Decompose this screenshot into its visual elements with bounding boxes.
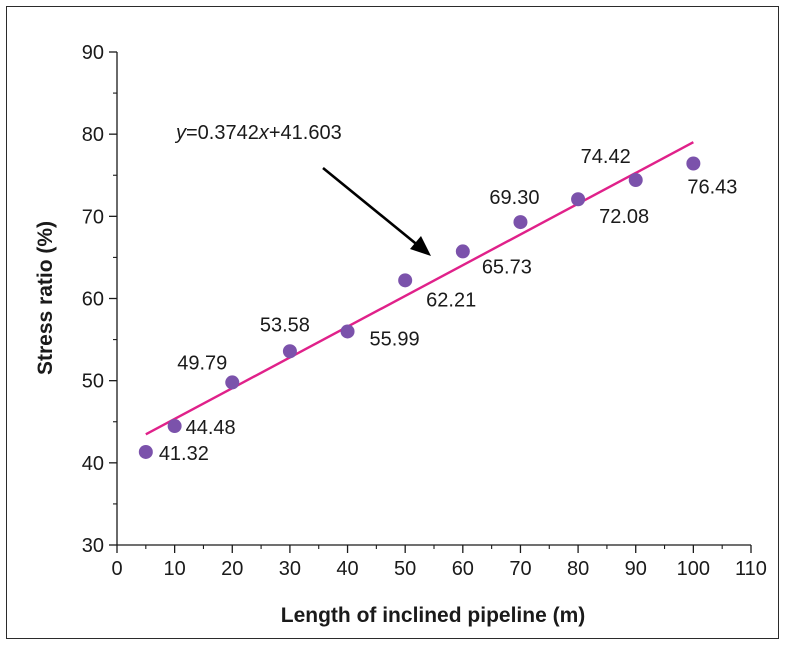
data-point — [686, 156, 701, 171]
data-label: 74.42 — [581, 146, 631, 168]
x-tick-label: 50 — [394, 558, 416, 580]
equation-slope-part: =0.3742 — [186, 122, 259, 144]
equation-y-var: y — [174, 122, 187, 144]
x-tick-label: 90 — [625, 558, 647, 580]
data-labels-group: 41.32 44.48 49.79 53.58 55.99 62.21 65.73 69.30… — [159, 146, 738, 465]
y-tick-label: 80 — [82, 124, 104, 146]
y-tick-label: 30 — [82, 535, 104, 557]
y-tick-label: 60 — [82, 289, 104, 311]
chart-frame — [6, 6, 779, 639]
data-label: 76.43 — [687, 177, 737, 199]
data-label: 55.99 — [370, 328, 420, 350]
x-axis-title: Length of inclined pipeline (m) — [281, 604, 586, 627]
x-tick-label: 110 — [735, 558, 767, 580]
data-label: 44.48 — [186, 417, 236, 439]
data-point — [340, 324, 355, 339]
x-tick-label: 10 — [164, 558, 186, 580]
fit-equation: y=0.3742x+41.603 — [174, 122, 342, 144]
y-tick-label: 50 — [82, 371, 104, 393]
x-tick-label: 70 — [509, 558, 531, 580]
annotation-arrow-shaft — [322, 166, 421, 249]
data-label: 72.08 — [599, 206, 649, 228]
data-label: 69.30 — [489, 187, 539, 209]
data-point — [455, 244, 470, 259]
data-point — [225, 375, 240, 390]
equation-intercept-part: +41.603 — [269, 122, 342, 144]
data-label: 41.32 — [159, 443, 209, 465]
data-label: 62.21 — [426, 289, 476, 311]
data-label: 49.79 — [177, 352, 227, 374]
data-point — [571, 192, 586, 207]
x-tick-label: 0 — [111, 558, 122, 580]
fit-line-group — [145, 141, 694, 436]
data-point — [282, 344, 297, 359]
data-point — [398, 273, 413, 288]
x-tick-label: 80 — [567, 558, 589, 580]
x-tick-label: 40 — [336, 558, 358, 580]
data-label: 53.58 — [260, 314, 310, 336]
annotation-arrow-head — [410, 236, 431, 256]
data-point — [138, 444, 153, 459]
data-label: 65.73 — [482, 256, 532, 278]
points-group — [138, 156, 701, 459]
y-tick-label: 70 — [82, 206, 104, 228]
y-tick-label: 90 — [82, 42, 104, 64]
y-tick-label: 40 — [82, 453, 104, 475]
x-tick-label: 30 — [279, 558, 301, 580]
fit-line — [145, 141, 694, 436]
axes: 30 40 50 60 70 80 90 0 10 20 30 40 50 60 70 80 90 100 110 — [82, 42, 767, 580]
x-tick-label: 60 — [452, 558, 474, 580]
y-axis-title: Stress ratio (%) — [34, 221, 57, 375]
equation-x-var: x — [258, 122, 270, 144]
data-point — [167, 419, 182, 434]
x-tick-label: 100 — [677, 558, 710, 580]
data-point — [513, 215, 528, 230]
x-tick-label: 20 — [221, 558, 243, 580]
equation-annotation: y=0.3742x+41.603 — [174, 122, 431, 256]
data-point — [628, 173, 643, 188]
